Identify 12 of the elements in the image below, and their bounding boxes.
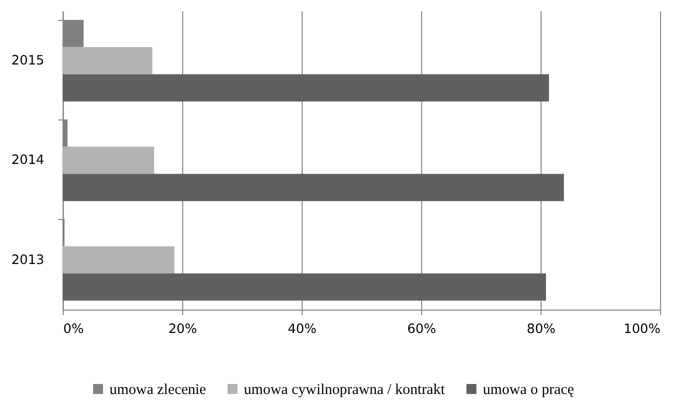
legend-label: umowa zlecenie bbox=[110, 382, 206, 398]
x-tick-label: 0% bbox=[63, 322, 84, 337]
legend-label: umowa cywilnoprawna / kontrakt bbox=[244, 382, 446, 398]
y-tick-label: 2013 bbox=[11, 252, 44, 268]
x-tick-label: 20% bbox=[168, 322, 198, 337]
x-tick-label: 100% bbox=[624, 322, 661, 337]
x-tick-label: 40% bbox=[288, 322, 317, 337]
x-tick-label: 80% bbox=[526, 322, 556, 337]
y-tick-label: 2015 bbox=[11, 54, 44, 69]
legend-label: umowa o pracę bbox=[482, 382, 574, 398]
x-tick-label: 60% bbox=[407, 322, 436, 337]
y-tick-label: 2014 bbox=[11, 153, 44, 168]
